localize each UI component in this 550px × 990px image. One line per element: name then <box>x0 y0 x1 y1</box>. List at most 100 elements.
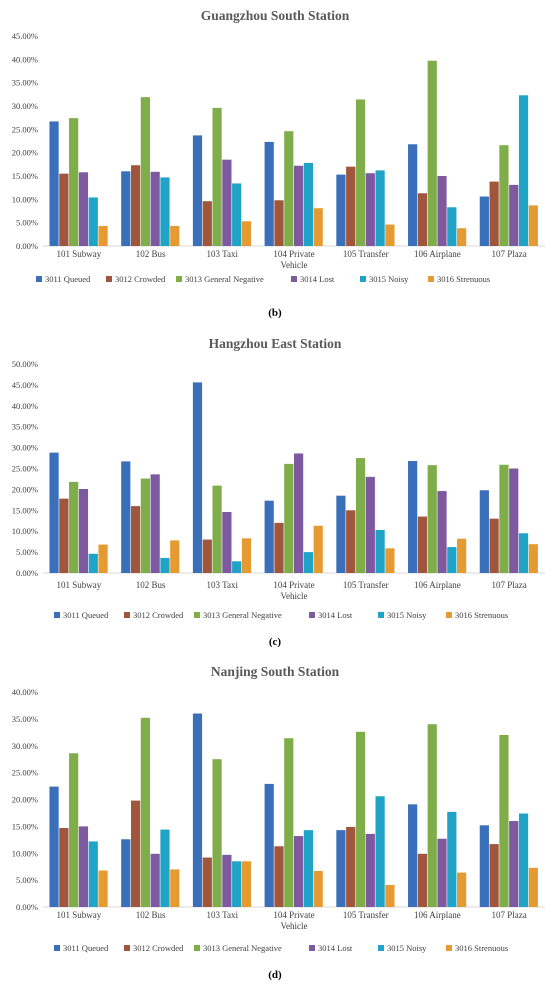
bar-2-3-1 <box>150 853 160 907</box>
x-tick-label: 105 Transfer <box>343 910 389 920</box>
bar-1-3-2 <box>222 511 232 573</box>
bar-0-3-3 <box>294 165 304 246</box>
bar-1-1-6 <box>489 518 499 573</box>
legend-swatch <box>106 276 112 282</box>
legend-label: 3011 Queued <box>63 943 109 953</box>
y-tick-label: 30.00% <box>12 443 38 453</box>
bar-2-3-6 <box>509 821 519 907</box>
y-tick-label: 35.00% <box>12 714 38 724</box>
legend-label: 3012 Crowded <box>115 274 166 284</box>
bar-1-4-6 <box>518 533 529 573</box>
legend-swatch <box>36 276 42 282</box>
bar-1-1-3 <box>274 522 284 573</box>
bar-2-4-5 <box>447 811 457 907</box>
bar-1-4-1 <box>160 557 170 573</box>
bar-1-2-3 <box>284 463 294 573</box>
bar-2-0-6 <box>479 825 489 907</box>
bar-2-5-4 <box>385 884 395 907</box>
bar-0-0-3 <box>264 141 274 246</box>
bar-2-3-0 <box>78 826 89 908</box>
x-tick-label: 101 Subway <box>56 910 101 920</box>
bar-2-2-2 <box>212 759 222 907</box>
legend-swatch <box>428 276 434 282</box>
bar-1-4-0 <box>88 553 98 573</box>
y-tick-label: 30.00% <box>12 101 38 111</box>
x-tick-label: 103 Taxi <box>207 249 239 259</box>
chart-legend: 3011 Queued 3012 Crowded 3013 General Nega… <box>36 274 490 284</box>
bar-2-3-5 <box>437 838 447 907</box>
x-tick-label: 105 Transfer <box>343 249 389 259</box>
bar-1-1-2 <box>202 539 212 573</box>
bar-1-1-5 <box>417 516 428 573</box>
legend-label: 3014 Lost <box>300 274 335 284</box>
bar-2-4-0 <box>88 841 98 907</box>
bar-2-0-4 <box>336 830 346 907</box>
bar-1-4-4 <box>375 529 385 573</box>
chart-panel-3: Nanjing South Station 0.00% 5.00% 10.00% 15.… <box>12 664 545 981</box>
legend-label: 3014 Lost <box>318 610 353 620</box>
bar-0-1-1 <box>130 165 141 246</box>
panel-label: (c) <box>269 636 282 648</box>
x-tick-label: 101 Subway <box>56 249 101 259</box>
legend-swatch <box>124 612 130 618</box>
bar-1-0-4 <box>336 495 346 573</box>
chart-title: Guangzhou South Station <box>201 8 350 23</box>
bar-2-5-6 <box>528 867 538 907</box>
legend-label: 3012 Crowded <box>133 943 184 953</box>
bar-1-0-6 <box>479 490 489 573</box>
bar-1-2-1 <box>140 478 150 573</box>
bar-0-0-0 <box>49 121 59 246</box>
bar-1-1-1 <box>130 506 141 573</box>
legend-swatch <box>124 945 130 951</box>
bar-2-0-3 <box>264 783 274 907</box>
bar-1-5-2 <box>241 538 252 573</box>
y-tick-label: 35.00% <box>12 78 38 88</box>
legend-swatch <box>54 945 60 951</box>
bar-0-0-4 <box>336 174 346 246</box>
bar-0-4-6 <box>518 95 529 247</box>
bar-0-4-1 <box>160 177 170 246</box>
bar-2-1-1 <box>130 800 141 907</box>
bar-2-4-1 <box>160 829 170 907</box>
bar-1-2-0 <box>69 481 79 573</box>
y-tick-label: 10.00% <box>12 848 38 858</box>
bar-0-1-6 <box>489 181 499 246</box>
bar-2-5-5 <box>457 872 467 907</box>
chart-title: Nanjing South Station <box>211 664 340 679</box>
bar-1-0-3 <box>264 500 274 573</box>
legend-swatch <box>378 945 384 951</box>
bar-0-1-0 <box>59 173 69 246</box>
bar-1-2-4 <box>355 458 366 573</box>
legend-swatch <box>194 612 200 618</box>
legend-swatch <box>309 612 315 618</box>
y-tick-label: 35.00% <box>12 422 38 432</box>
x-tick-label: 101 Subway <box>56 580 101 590</box>
x-tick-label: 106 Airplane <box>414 249 461 259</box>
bar-1-5-6 <box>528 544 538 573</box>
chart-title: Hangzhou East Station <box>209 336 342 351</box>
chart-legend: 3011 Queued 3012 Crowded 3013 General Nega… <box>54 610 508 620</box>
bar-2-4-6 <box>518 813 529 907</box>
bar-0-4-5 <box>447 207 457 246</box>
bar-0-4-4 <box>375 170 385 246</box>
legend-label: 3013 General Negative <box>203 610 282 620</box>
legend-label: 3015 Noisy <box>369 274 409 284</box>
bar-0-1-4 <box>346 166 356 246</box>
y-tick-label: 15.00% <box>12 171 38 181</box>
bar-0-0-5 <box>408 144 418 246</box>
bar-2-5-2 <box>241 861 252 907</box>
legend-label: 3011 Queued <box>63 610 109 620</box>
x-tick-label: 104 Private Vehicle <box>273 910 314 931</box>
bar-1-5-3 <box>313 525 323 573</box>
x-tick-label: 103 Taxi <box>207 910 239 920</box>
y-tick-label: 10.00% <box>12 526 38 536</box>
bar-0-4-3 <box>303 162 313 246</box>
bar-2-0-5 <box>408 804 418 907</box>
bar-0-1-5 <box>417 193 428 246</box>
legend-label: 3013 General Negative <box>203 943 282 953</box>
chart-panel-1: Guangzhou South Station 0.00% 5.00% 10.00% 1… <box>12 8 545 319</box>
y-tick-label: 20.00% <box>12 795 38 805</box>
bar-1-2-2 <box>212 485 222 573</box>
y-tick-label: 5.00% <box>16 547 38 557</box>
bar-0-2-6 <box>499 145 509 246</box>
